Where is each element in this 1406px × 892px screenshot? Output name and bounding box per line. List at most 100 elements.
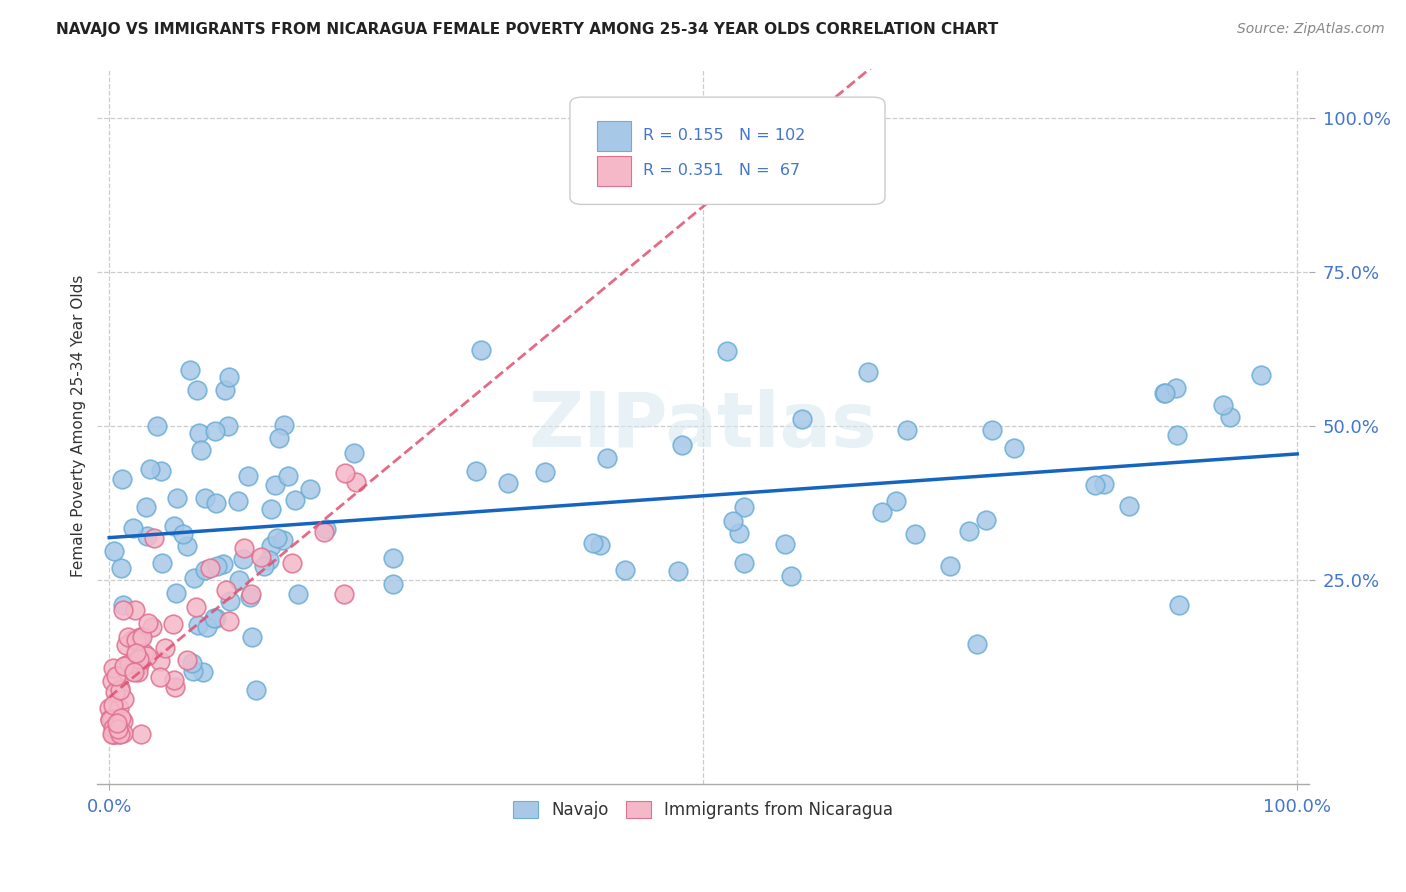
Point xyxy=(204,425,226,439)
Point xyxy=(214,583,236,598)
Point xyxy=(671,438,693,452)
Point xyxy=(135,500,157,514)
Point xyxy=(267,431,290,445)
Point xyxy=(117,630,139,644)
Point xyxy=(980,423,1002,437)
Point xyxy=(582,536,605,550)
Point xyxy=(1083,478,1105,492)
Point xyxy=(162,617,184,632)
Point xyxy=(723,514,745,528)
Point xyxy=(727,525,749,540)
Point xyxy=(142,532,165,546)
Point xyxy=(904,527,927,541)
Point xyxy=(232,552,254,566)
Point xyxy=(136,616,159,631)
Point xyxy=(1154,385,1177,400)
Point xyxy=(205,496,228,510)
Point xyxy=(596,450,619,465)
Point xyxy=(228,573,250,587)
Point xyxy=(716,344,738,359)
Point xyxy=(146,419,169,434)
Point xyxy=(181,664,204,678)
Point xyxy=(226,494,249,508)
Point xyxy=(966,637,988,651)
Point xyxy=(219,594,242,608)
Point xyxy=(194,491,217,505)
Point xyxy=(382,551,405,566)
Point xyxy=(238,469,260,483)
Point xyxy=(129,630,152,644)
Point xyxy=(103,727,125,741)
Point xyxy=(101,698,124,712)
Point xyxy=(498,476,520,491)
Text: NAVAJO VS IMMIGRANTS FROM NICARAGUA FEMALE POVERTY AMONG 25-34 YEAR OLDS CORRELA: NAVAJO VS IMMIGRANTS FROM NICARAGUA FEMA… xyxy=(56,22,998,37)
Point xyxy=(105,716,128,731)
Point xyxy=(111,714,134,728)
Point xyxy=(974,513,997,527)
Point xyxy=(194,563,217,577)
Point xyxy=(245,682,267,697)
Point xyxy=(128,658,150,673)
Point xyxy=(266,532,288,546)
FancyBboxPatch shape xyxy=(596,156,630,186)
Point xyxy=(122,665,145,679)
Point xyxy=(273,418,295,433)
Point xyxy=(101,722,124,736)
Point xyxy=(1118,500,1140,514)
Point xyxy=(100,674,122,689)
Text: ZIPatlas: ZIPatlas xyxy=(529,389,877,463)
Point xyxy=(212,558,235,572)
Point xyxy=(110,711,132,725)
Point xyxy=(112,726,135,740)
Point xyxy=(202,611,225,625)
Point xyxy=(187,425,209,440)
Point xyxy=(315,523,337,537)
Point xyxy=(108,701,131,715)
Point xyxy=(464,464,486,478)
Point xyxy=(121,632,143,647)
Point xyxy=(103,727,125,741)
Point xyxy=(214,384,236,398)
Point xyxy=(124,603,146,617)
Point xyxy=(149,654,172,668)
Point xyxy=(232,541,254,556)
Point xyxy=(1092,476,1115,491)
Point xyxy=(136,529,159,543)
Point xyxy=(287,587,309,601)
Point xyxy=(105,669,128,683)
Point xyxy=(179,362,201,376)
Point xyxy=(131,630,153,644)
Point xyxy=(284,493,307,508)
Point xyxy=(1250,368,1272,383)
Point xyxy=(470,343,492,358)
Point xyxy=(110,561,132,575)
Point xyxy=(125,633,148,648)
Point xyxy=(1166,428,1188,442)
Point xyxy=(534,466,557,480)
Point xyxy=(344,475,367,489)
Point xyxy=(195,620,218,634)
Point xyxy=(239,591,262,605)
Point xyxy=(108,727,131,741)
Point xyxy=(1219,409,1241,424)
Point xyxy=(98,712,121,726)
Point xyxy=(333,466,356,480)
Point xyxy=(150,556,173,570)
Point xyxy=(110,681,132,695)
Point xyxy=(200,560,222,574)
Point xyxy=(957,524,980,538)
Point xyxy=(260,539,283,553)
Point xyxy=(253,558,276,573)
Point xyxy=(112,659,135,673)
Point xyxy=(183,571,205,585)
Point xyxy=(132,646,155,660)
Point xyxy=(101,661,124,675)
Point xyxy=(129,727,152,741)
Point xyxy=(121,665,143,679)
Point xyxy=(790,412,813,426)
Point xyxy=(870,505,893,519)
Point xyxy=(187,618,209,632)
Point xyxy=(153,641,176,656)
Point xyxy=(107,722,129,736)
Point xyxy=(112,603,135,617)
